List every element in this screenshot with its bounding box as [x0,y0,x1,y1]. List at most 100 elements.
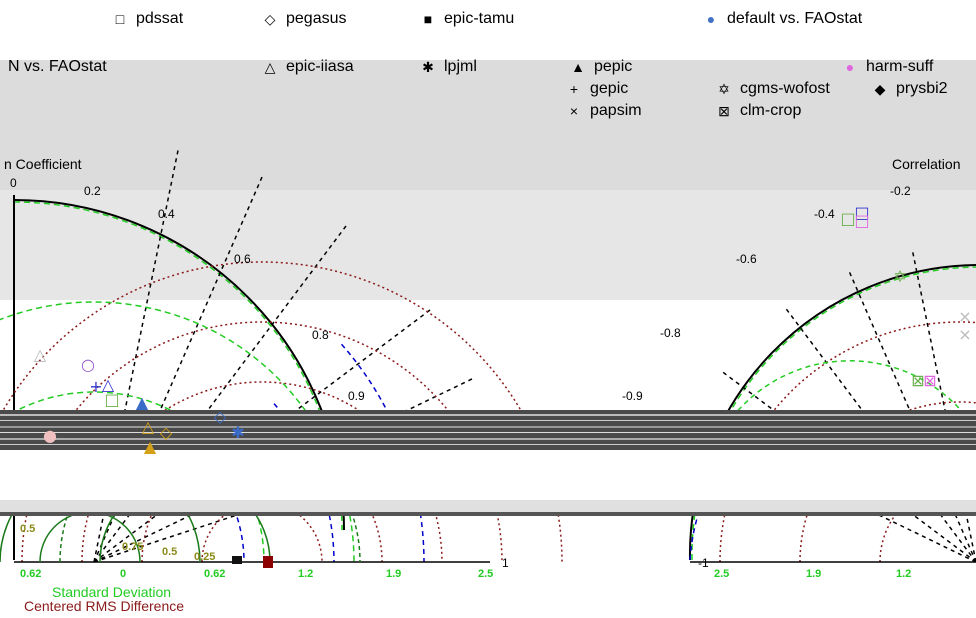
model-marker: △ [34,345,47,364]
legend-item-gepic: + gepic [566,80,628,98]
corr-tick-left: 0.6 [234,252,251,266]
x-axis-label-rms: Centered RMS Difference [24,598,185,614]
sd-tick-right: 2.5 [714,568,730,580]
correlation-line [93,176,263,563]
model-marker: ◇ [214,407,227,426]
legend-item-pdssat: □ pdssat [112,10,183,28]
model-marker: ○ [81,355,95,374]
correlation-line [93,225,347,563]
x-axis-label-sd: Standard Deviation [52,584,172,600]
model-marker: ● [43,426,57,445]
circle-filled-blue-icon: ● [706,11,716,27]
sd-tick: 0 [120,568,127,580]
model-marker: △ [102,375,115,394]
legend-item-clm-crop: ⊠ clm-crop [716,102,801,120]
right-blue-arc [689,419,761,561]
corr-tick-left: 0 [10,176,17,190]
legend-item-n-vs-faostat: N vs. FAOstat [8,58,107,76]
legend-item-prysbi2: ◆ prysbi2 [872,80,948,98]
model-marker: □ [854,203,869,222]
sd-tick: 1.2 [298,568,314,580]
legend-item-epic-tamu: ■ epic-tamu [420,10,514,28]
model-marker: ✡ [893,267,906,286]
correlation-line [93,150,179,563]
legend-item-papsim: × papsim [566,102,642,120]
model-marker: ▲ [136,393,149,412]
corr-tick-right: -0.8 [660,326,681,340]
observation-reference-point [263,556,273,568]
legend-label: clm-crop [740,102,802,119]
model-marker: □ [854,211,869,230]
corr-tick-right: -0.9 [622,389,643,403]
legend-label: pepic [594,58,633,75]
legend-label: pegasus [286,10,347,27]
rms-arc [201,501,323,563]
legend-label: lpjml [444,58,477,75]
correlation-line [911,248,976,563]
legend-label: papsim [590,102,642,119]
sd-tick: 0.62 [204,568,226,580]
rms-arc [719,321,976,563]
triangle-filled-icon: ▲ [571,59,585,75]
diamond-filled-icon: ◆ [874,81,886,97]
plus-icon: + [569,81,579,97]
model-marker: ⊠ [923,371,936,390]
rms-tick: 0.5 [20,523,36,535]
sd-tick-right: 1.2 [896,568,912,580]
model-marker: □ [104,390,119,409]
corr-tick-right: -0.2 [890,184,911,198]
boxed-x-icon: ⊠ [718,103,730,119]
legend-item-pegasus: ◇ pegasus [262,10,347,28]
legend-item-pepic: ▲ pepic [570,58,632,76]
right-axis-title: Correlation [892,156,961,172]
corr-tick-left: 0.8 [312,328,329,342]
model-marker: ◇ [160,423,173,442]
rms-tick: 0.75 [122,541,144,553]
rms-arc-small-1 [39,511,141,563]
model-marker: □ [840,209,855,228]
model-marker: ⊠ [911,371,924,390]
model-marker: × [958,325,971,344]
legend-label: harm-suff [866,58,934,75]
diamond-open-icon: ◇ [264,11,276,27]
model-markers: ○△△+□ ▲◇△ ◇ ✱▲●□□□✡⊠⊠×× [34,203,972,456]
axis-end-label: -1 [698,556,709,570]
observation-reference-point-2 [232,556,242,564]
sd-tick: 1.9 [386,568,402,580]
model-marker: × [958,307,971,326]
model-marker: ▲ [144,437,157,456]
square-open-icon: □ [115,11,125,27]
legend-label: default vs. FAOstat [727,10,863,27]
plot-background-band-2 [0,190,976,300]
model-marker: △ [142,417,155,436]
legend-item-cgms-wofost: ✡ cgms-wofost [716,80,830,98]
asterisk-icon: ✱ [422,59,434,75]
legend-label: pdssat [136,10,184,27]
model-marker: + [89,377,102,396]
axis-end-label: 1 [502,556,509,570]
legend-item-epic-iiasa: △ epic-iiasa [262,58,354,76]
rms-tick: 0.5 [162,546,178,558]
sd-tick: 2.5 [478,568,494,580]
plot-background-band [0,60,976,190]
corr-tick-left: 0.4 [158,207,175,221]
legend-label: N vs. FAOstat [8,58,107,75]
sd-tick-right: 1.9 [806,568,822,580]
corr-tick-right: -0.6 [736,252,757,266]
legend-item-harm-suff: ● harm-suff [842,58,934,76]
circle-filled-pink-icon: ● [845,59,855,75]
corr-tick-left: 0.9 [348,389,365,403]
model-marker: ✱ [231,423,244,442]
render-artifact-band [0,410,976,516]
legend-item-default-vs-faostat: ● default vs. FAOstat [703,10,862,28]
legend-label: epic-tamu [444,10,515,27]
left-axis-title: n Coefficient [4,156,82,172]
sd-tick: 0.62 [20,568,42,580]
legend-label: epic-iiasa [286,58,354,75]
star-of-david-icon: ✡ [718,81,730,97]
legend-label: gepic [590,80,629,97]
legend-label: prysbi2 [896,80,948,97]
legend-label: cgms-wofost [740,80,830,97]
rms-tick: 0.25 [194,551,216,563]
